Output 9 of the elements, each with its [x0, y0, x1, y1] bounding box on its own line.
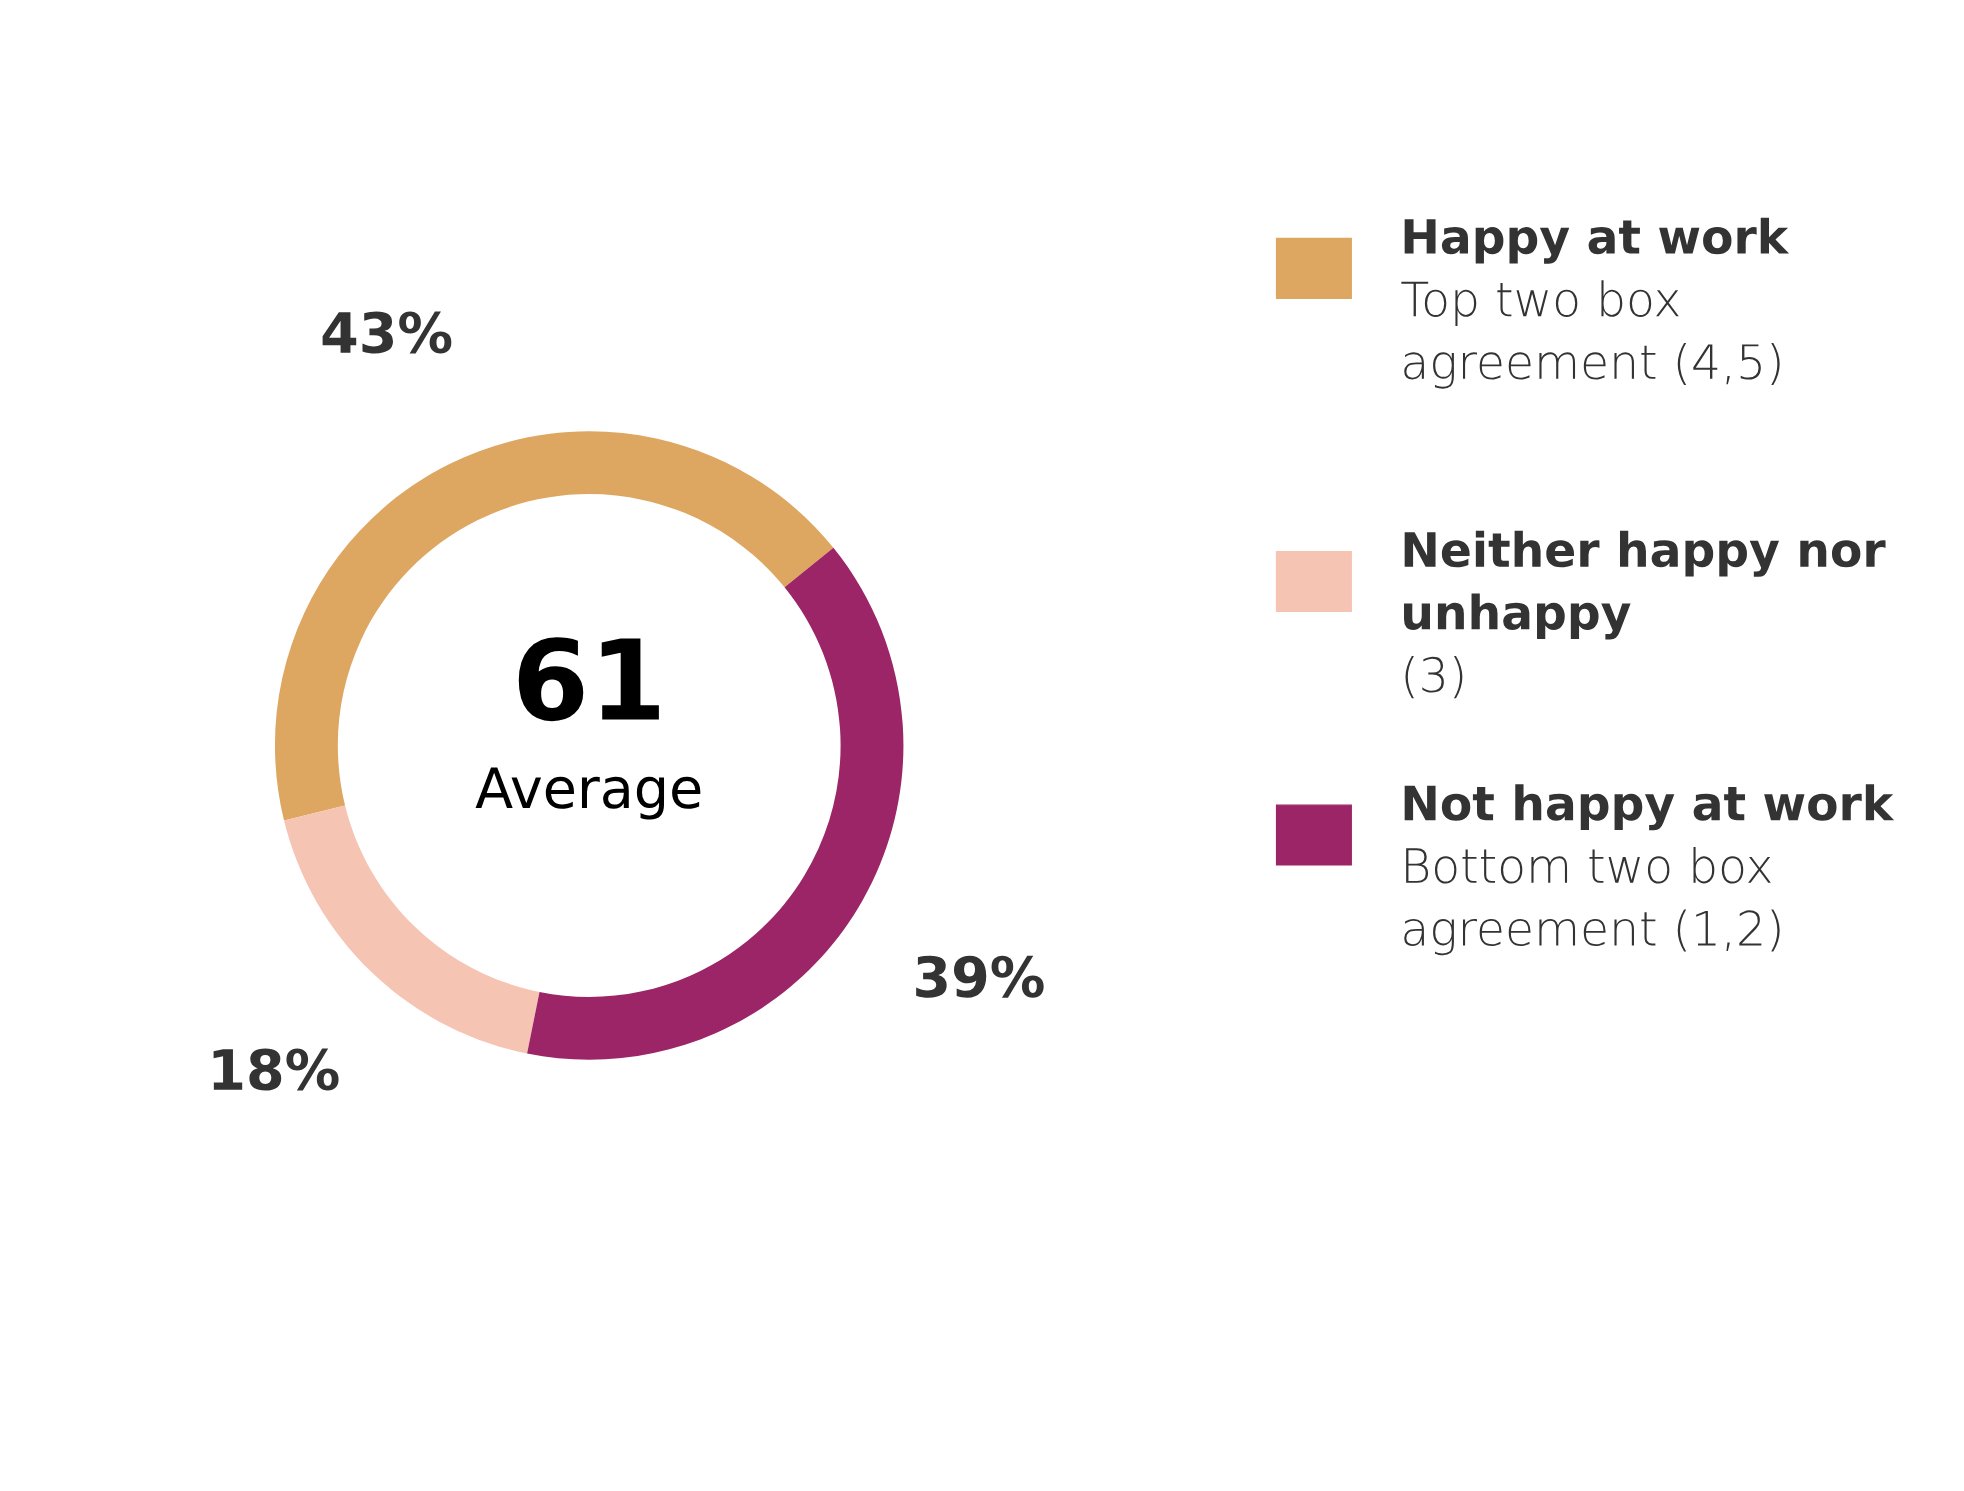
legend-label: Neither happy nor unhappy (3) — [1404, 530, 1886, 699]
text: Average — [475, 767, 701, 820]
data-label: 43% — [322, 311, 452, 354]
legend-label: Happy at work Top two box agreement (4,5) — [1401, 217, 1790, 389]
data-label: 39% — [916, 955, 1044, 998]
text: 61 — [518, 637, 659, 722]
data-label: 18% — [213, 1048, 339, 1091]
legend-label: Not happy at work Bottom two box agreement (1,2) — [1404, 784, 1895, 956]
donut-slice — [275, 431, 834, 821]
